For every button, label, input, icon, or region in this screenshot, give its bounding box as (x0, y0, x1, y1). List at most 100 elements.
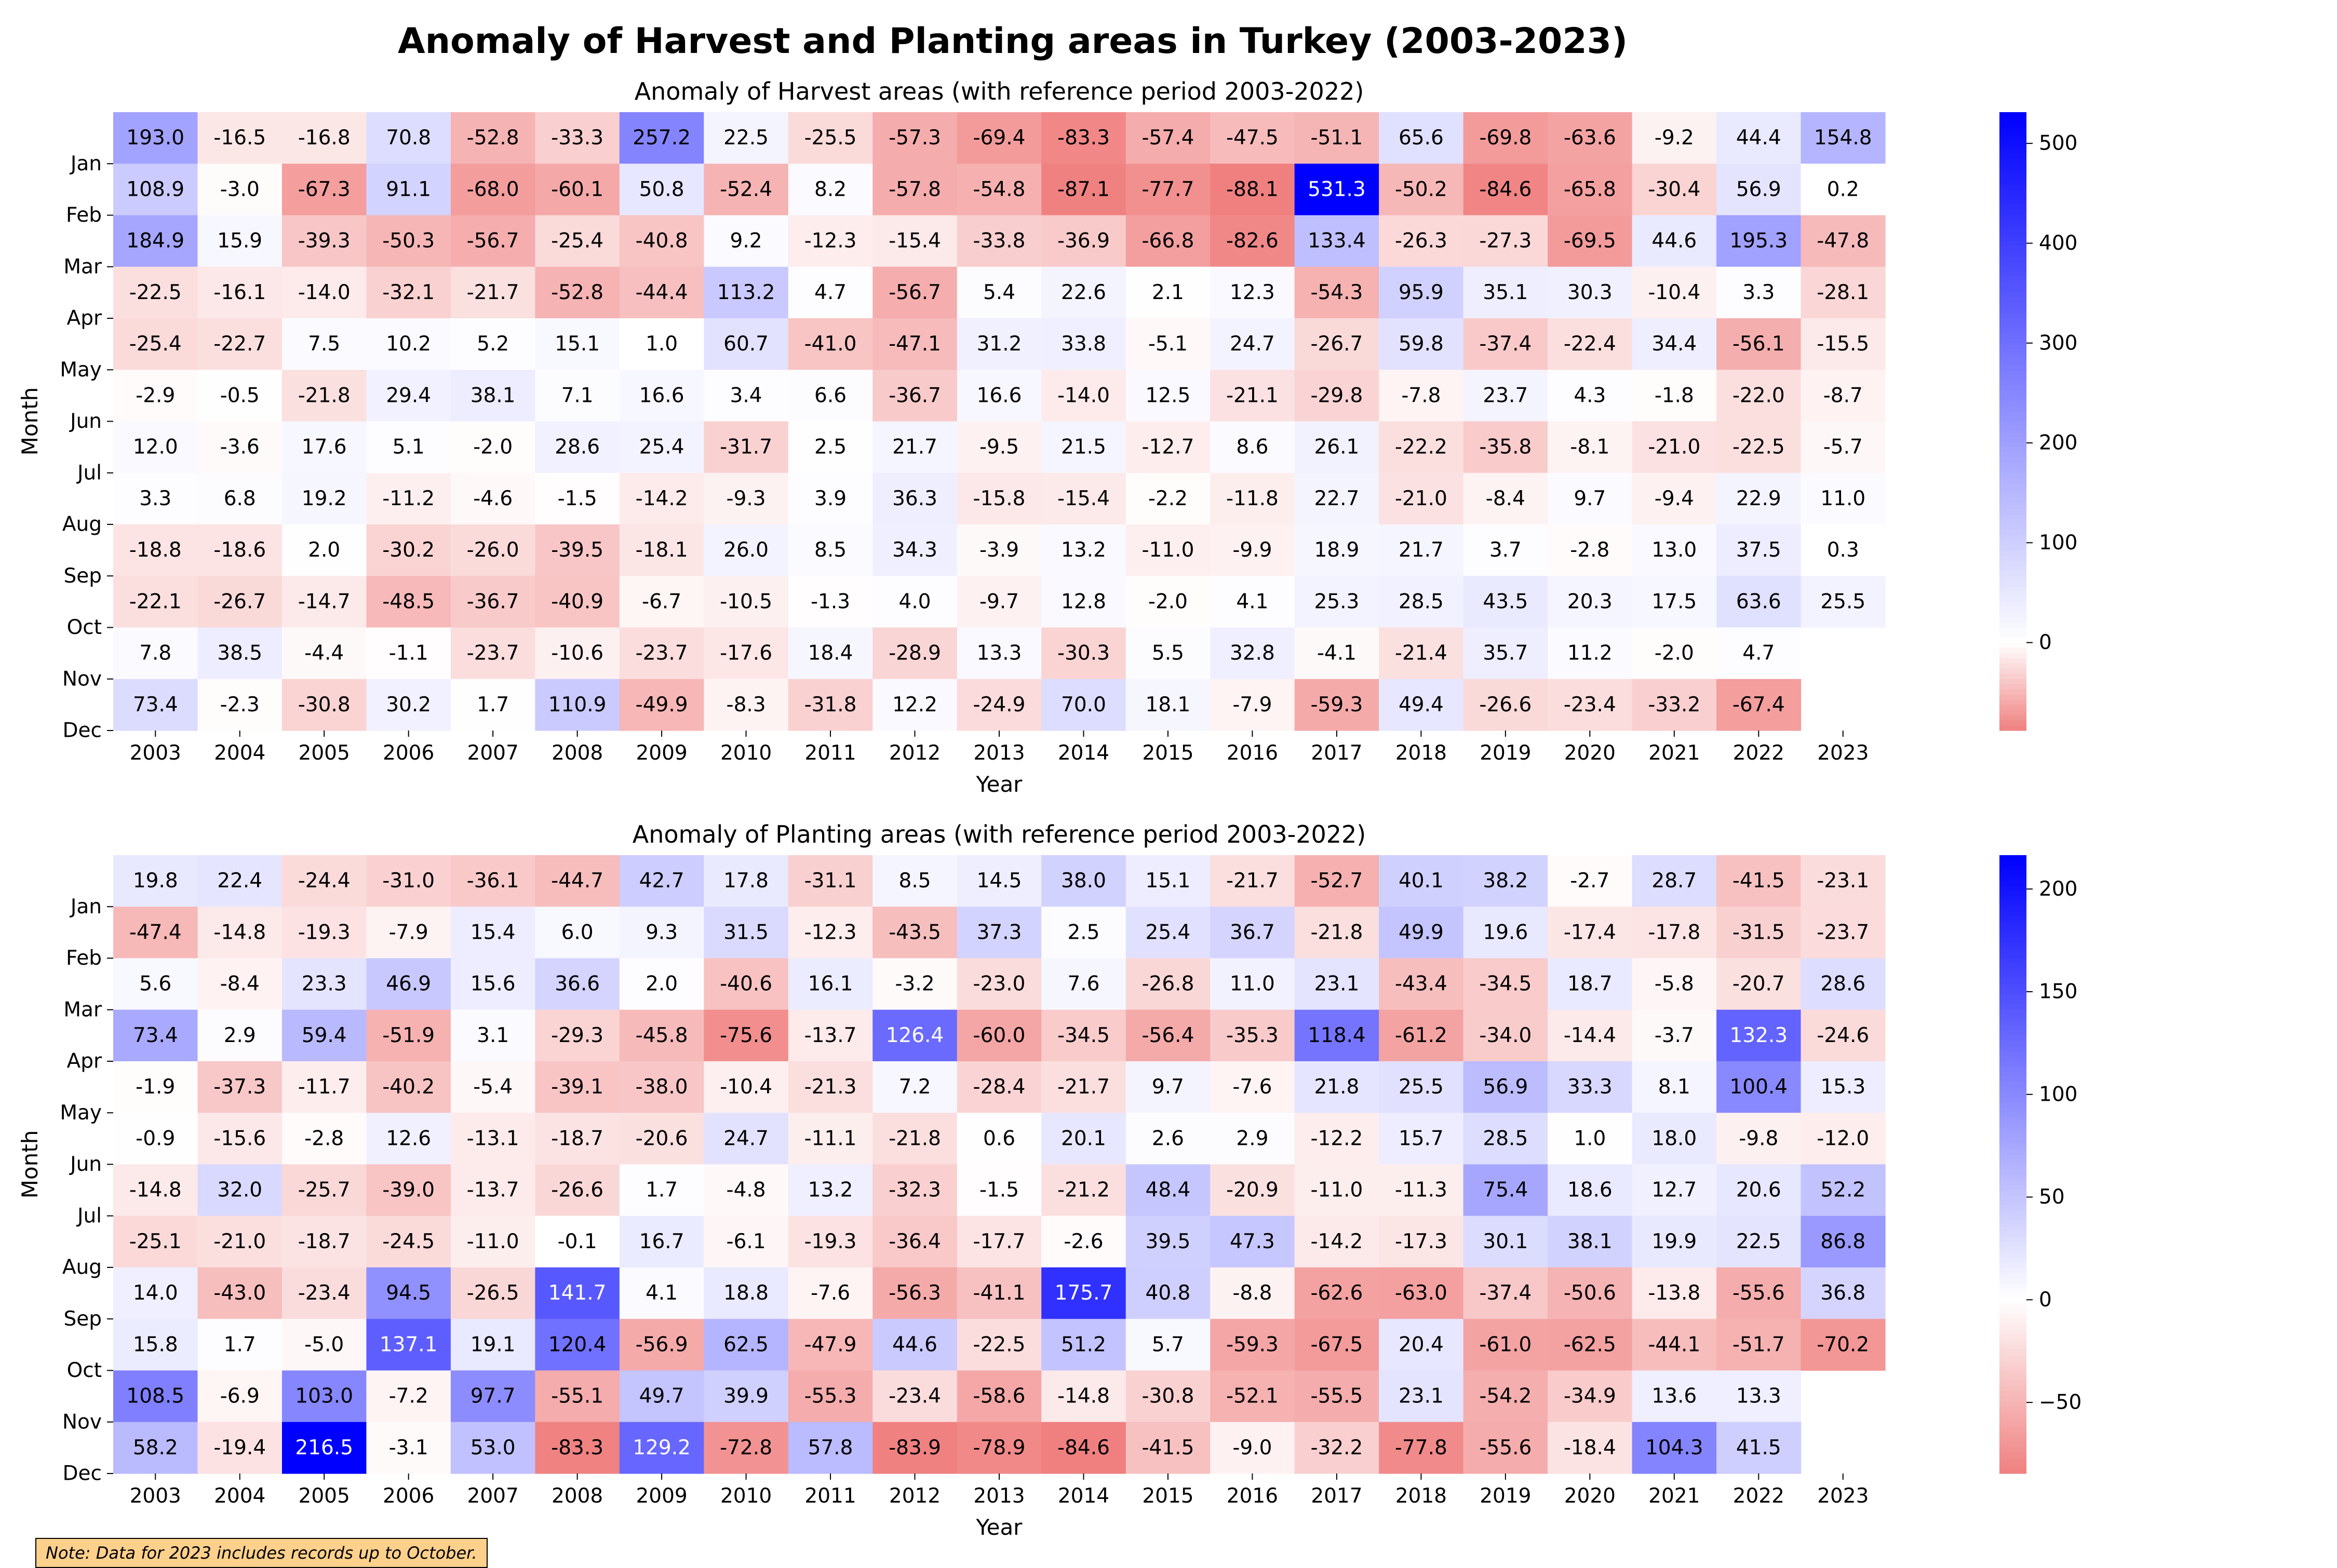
panel2-cell (1548, 1319, 1633, 1371)
panel2-cell (619, 1164, 704, 1216)
panel1-cell-label: 19.2 (302, 487, 347, 510)
panel1-cell (113, 472, 198, 525)
panel2-cell-label: -14.4 (1564, 1024, 1616, 1047)
panel1-cell-label: -87.1 (1057, 178, 1110, 201)
panel2-colorbar-segment (1999, 942, 2026, 949)
panel2-cell (1632, 855, 1717, 907)
panel2-cell (872, 1164, 958, 1216)
panel2-cell (113, 1422, 198, 1474)
panel1-cell (1632, 370, 1717, 422)
panel1-cell-label: 7.8 (139, 642, 171, 665)
panel1-cell-label: -7.8 (1401, 384, 1441, 407)
panel1-cell-label: 3.4 (730, 384, 762, 407)
panel2-cell-label: 47.3 (1230, 1230, 1275, 1253)
panel2-cell (450, 1422, 535, 1474)
panel1-cell (788, 627, 873, 680)
panel1-cell (1463, 215, 1548, 267)
panel1-cell-label: 0.2 (1827, 178, 1859, 201)
panel1-cell-label: -8.3 (727, 693, 766, 717)
panel1-cell-label: -57.8 (889, 178, 941, 201)
panel2-cell-label: -13.8 (1648, 1281, 1700, 1305)
panel1-cell (1379, 472, 1464, 525)
panel2-cell (788, 958, 873, 1010)
panel2-cell (872, 1319, 958, 1371)
panel1-cell (619, 164, 704, 216)
panel1-colorbar-segment (1999, 627, 2026, 633)
panel1-cell (957, 215, 1042, 267)
panel2-x-tick-label: 2010 (720, 1484, 772, 1508)
panel2-y-tick-label: Jun (69, 1153, 102, 1176)
panel1-cell (1041, 421, 1126, 474)
panel1-colorbar-tick-label: 400 (2039, 232, 2077, 255)
panel2-cell-label: 37.3 (977, 921, 1022, 944)
panel1-colorbar-segment (1999, 576, 2026, 582)
panel1-colorbar-segment (1999, 199, 2026, 206)
panel2-cell-label: -44.7 (551, 869, 603, 893)
panel2-cell (113, 1267, 198, 1319)
panel1-cell-label: 7.1 (561, 384, 594, 407)
panel2-colorbar-tick-label: 0 (2039, 1288, 2052, 1312)
panel1-cell-label: -1.5 (558, 487, 597, 510)
panel1-cell (704, 576, 789, 628)
panel1-cell-label: -63.6 (1564, 126, 1616, 150)
panel1-cell-label: 36.3 (892, 487, 937, 510)
panel2-colorbar-segment (1999, 907, 2026, 912)
panel1-colorbar-segment (1999, 658, 2026, 664)
panel2-cell-label: -63.0 (1395, 1281, 1447, 1305)
panel2-cell-label: 28.5 (1483, 1127, 1528, 1150)
panel2-cell (1041, 1267, 1126, 1319)
panel2-cell-label: -4.8 (727, 1179, 766, 1202)
panel2-colorbar-segment (1999, 1247, 2026, 1252)
panel2-colorbar-segment (1999, 1329, 2026, 1335)
panel2-cell (1632, 1061, 1717, 1113)
panel1-cell (788, 370, 873, 422)
panel2-cell-label: 23.1 (1314, 972, 1359, 996)
panel1-cell (1294, 215, 1379, 267)
panel1-cell-label: -57.4 (1141, 126, 1194, 150)
panel1-cell-label: -69.5 (1564, 229, 1616, 253)
panel2-cell (450, 1319, 535, 1371)
panel1-cell-label: 43.5 (1483, 590, 1528, 613)
panel1-cell-label: -16.8 (298, 126, 351, 150)
panel1-cell-label: -21.0 (1648, 436, 1700, 459)
panel2-cell-label: -14.2 (1310, 1230, 1363, 1253)
panel1-cell (704, 627, 789, 680)
panel1-cell (197, 576, 283, 628)
panel2-cell-label: -11.7 (298, 1075, 351, 1099)
panel2-colorbar-segment (1999, 1221, 2026, 1227)
panel1-cell (1379, 524, 1464, 576)
panel1-cell-label: -1.1 (389, 642, 428, 665)
panel2-cell-label: -56.9 (636, 1333, 688, 1356)
panel1-cell (1294, 576, 1379, 628)
panel1-cell (450, 472, 535, 525)
panel1-y-tick-label: Jul (76, 461, 102, 484)
panel2-cell-label: -43.0 (213, 1281, 266, 1305)
panel1-cell-label: 44.6 (1651, 229, 1697, 253)
panel2-cell (1379, 1422, 1464, 1474)
panel1-cell-label: -21.7 (467, 281, 519, 304)
panel1-cell-label: -16.5 (213, 126, 266, 150)
panel1-cell-label: -69.8 (1479, 126, 1532, 150)
panel2-cell (197, 1009, 283, 1062)
panel1-cell (366, 576, 451, 628)
panel1-cell (281, 370, 367, 422)
panel1-cell (704, 679, 789, 731)
panel1-colorbar-segment (1999, 488, 2026, 494)
panel2-x-tick-label: 2014 (1058, 1484, 1109, 1508)
panel2-colorbar-segment (1999, 1174, 2026, 1180)
panel2-cell (281, 907, 367, 959)
panel1-cell (197, 421, 283, 474)
panel2-cell (113, 1061, 198, 1113)
panel2-cell (872, 1061, 958, 1113)
panel1-colorbar-segment (1999, 689, 2026, 695)
panel2-cell-label: 1.7 (224, 1333, 256, 1356)
panel2-cell-label: 126.4 (886, 1024, 944, 1047)
panel2-cell (535, 1370, 620, 1423)
panel2-colorbar-segment (1999, 1282, 2026, 1289)
panel2-colorbar-segment (1999, 1437, 2026, 1443)
panel1-cell (1716, 679, 1802, 731)
panel1-cell (450, 266, 535, 319)
panel1-cell (1041, 576, 1126, 628)
panel2-cell-label: 12.6 (386, 1127, 431, 1150)
panel2-cell-label: 14.5 (977, 869, 1022, 893)
